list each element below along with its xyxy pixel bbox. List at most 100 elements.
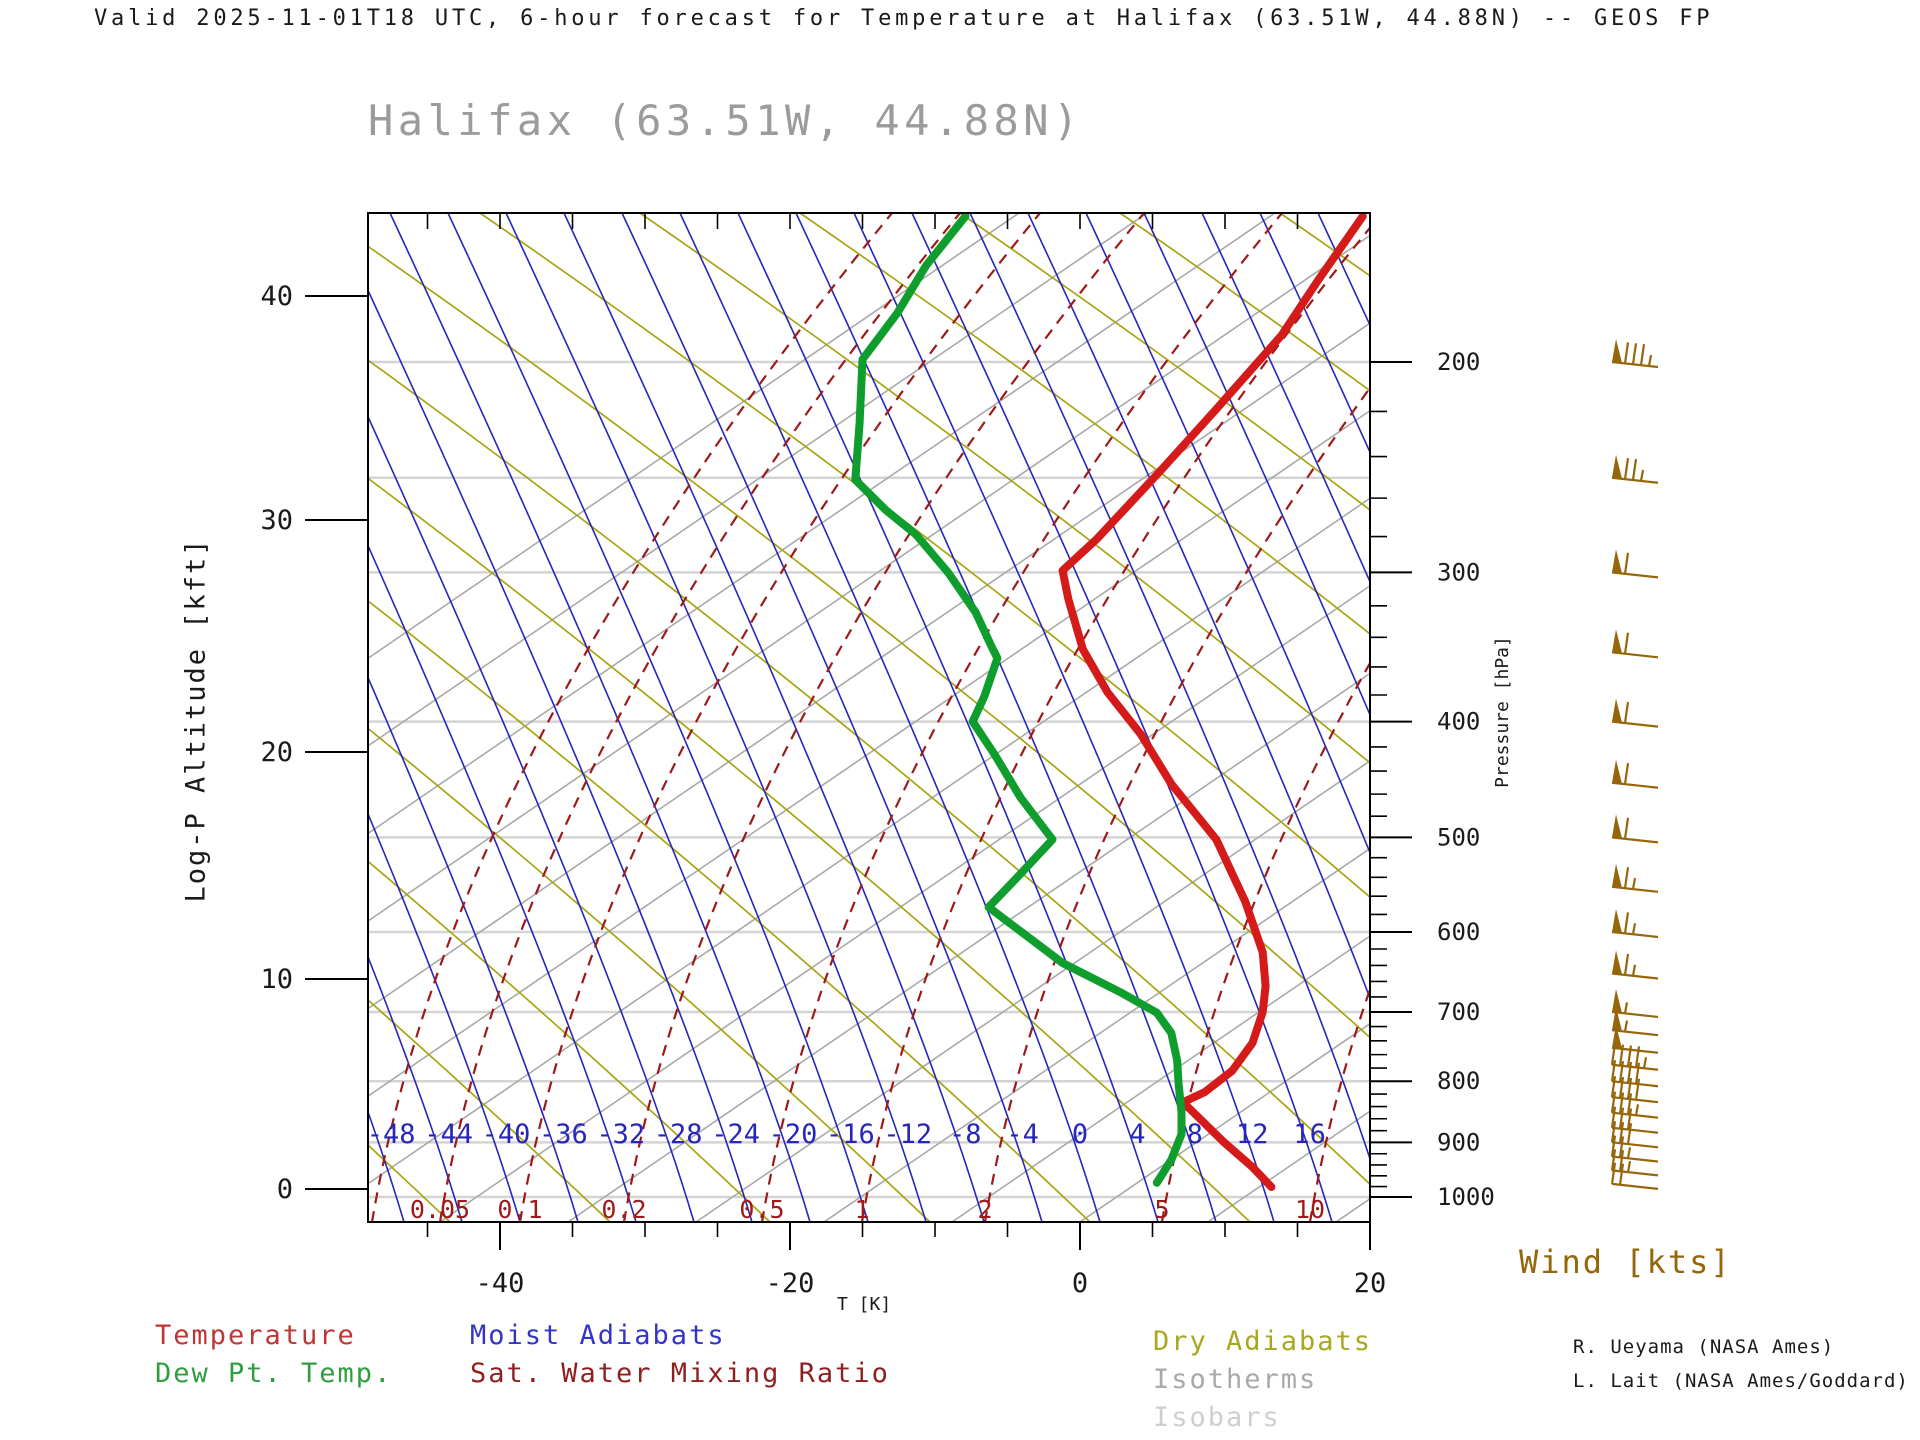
moist-adiabat-label: 4 <box>1129 1119 1145 1150</box>
dry-adiabat-line <box>368 245 1370 1039</box>
kft-tick-label: 10 <box>260 964 293 995</box>
wind-barb-full <box>1610 1076 1617 1098</box>
dry-adiabat-line <box>1600 213 1920 1222</box>
pressure-tick-label: 500 <box>1437 823 1480 851</box>
kft-tick-label: 40 <box>260 281 293 312</box>
mixing-ratio-label: 0.2 <box>601 1195 646 1224</box>
moist-adiabat-label: -36 <box>539 1119 588 1150</box>
pressure-tick-label: 800 <box>1437 1067 1480 1095</box>
wind-barb-pennant <box>1612 908 1622 933</box>
wind-barb <box>1611 549 1659 579</box>
wind-barb-full <box>1618 1076 1625 1099</box>
wind-barb-half <box>1623 1002 1629 1014</box>
wind-barb <box>1610 1076 1659 1104</box>
moist-adiabat-label: -8 <box>949 1119 982 1150</box>
wind-barb-staff <box>1611 1096 1659 1104</box>
wind-barb <box>1611 1024 1659 1054</box>
wind-barb-full <box>1623 912 1630 934</box>
wind-barb-full <box>1618 1136 1625 1158</box>
mixing-ratio-line <box>622 213 1145 1222</box>
wind-barb <box>1610 1162 1659 1190</box>
moist-adiabat-line <box>911 213 1333 1222</box>
wind-barb-full <box>1626 1061 1633 1084</box>
wind-barb <box>1611 698 1659 728</box>
wind-barb-full <box>1618 1107 1625 1129</box>
wind-barb-pennant <box>1612 549 1622 574</box>
wind-barb-half <box>1631 877 1637 890</box>
isotherm-line <box>695 759 1370 1222</box>
dry-adiabat-line <box>479 213 1370 899</box>
wind-barb-staff <box>1611 930 1659 939</box>
wind-barb-full <box>1610 1121 1617 1143</box>
moist-adiabat-line <box>389 213 811 1222</box>
moist-adiabat-line <box>1201 213 1370 584</box>
isotherm-line <box>567 672 1370 1222</box>
moist-adiabat-label: -4 <box>1006 1119 1039 1150</box>
wind-barb-pennant <box>1612 698 1622 723</box>
wind-barb <box>1611 950 1659 980</box>
pressure-tick-label: 600 <box>1437 918 1480 946</box>
moist-adiabat-line <box>853 213 1275 1222</box>
wind-barb-full <box>1623 867 1630 889</box>
x-tick-label: -20 <box>766 1268 815 1299</box>
moist-adiabat-line <box>1085 213 1370 855</box>
wind-barb-full <box>1618 1150 1625 1172</box>
chart-title: Halifax (63.51W, 44.88N) <box>368 96 1083 145</box>
wind-barb <box>1610 1135 1659 1163</box>
moist-adiabat-line <box>563 213 985 1222</box>
moist-adiabat-line <box>368 1109 405 1222</box>
moist-adiabat-line <box>368 543 637 1222</box>
wind-barb-pennant <box>1612 454 1622 479</box>
wind-barb-staff <box>1611 885 1659 893</box>
wind-barb <box>1610 1060 1659 1088</box>
moist-adiabat-line <box>505 213 927 1222</box>
wind-barb-staff <box>1611 1155 1659 1163</box>
wind-barb-staff <box>1611 836 1659 844</box>
wind-barb-staff <box>1611 1169 1659 1177</box>
wind-barb-pennant <box>1612 988 1622 1013</box>
wind-barb-full <box>1610 1149 1617 1171</box>
moist-adiabat-line <box>368 811 521 1222</box>
x-axis-title: T [K] <box>837 1294 892 1315</box>
wind-barb <box>1611 1007 1659 1037</box>
wind-barb-full <box>1618 1163 1625 1185</box>
moist-adiabat-label: -24 <box>711 1119 760 1150</box>
wind-barb-full <box>1626 1045 1633 1067</box>
wind-barb <box>1610 1106 1659 1134</box>
wind-barb-half <box>1626 1147 1632 1159</box>
wind-barb <box>1611 454 1659 484</box>
dry-adiabat-line <box>1119 213 1370 392</box>
wind-barb-half <box>1639 469 1645 482</box>
mixing-ratio-line <box>1160 660 1370 1222</box>
mixing-ratio-line <box>860 226 1370 1222</box>
wind-barb <box>1611 814 1659 844</box>
wind-barb-staff <box>1611 1063 1659 1071</box>
moist-adiabat-label: -44 <box>424 1119 473 1150</box>
wind-barb-full <box>1631 458 1638 481</box>
dewpoint-line <box>851 213 1186 1187</box>
isotherm-line <box>1079 1022 1370 1222</box>
wind-barb-half <box>1647 354 1653 367</box>
wind-barb-full <box>1634 1078 1641 1100</box>
moist-adiabat-label: -28 <box>654 1119 703 1150</box>
wind-barb-staff <box>1611 1010 1659 1019</box>
x-tick-label: 0 <box>1072 1268 1088 1299</box>
mixing-ratio-label: 5 <box>1154 1195 1169 1224</box>
pressure-tick-label: 900 <box>1437 1128 1480 1156</box>
moist-adiabat-label: -12 <box>883 1119 932 1150</box>
wind-barb-staff <box>1611 1182 1659 1190</box>
x-tick-label: -40 <box>476 1268 525 1299</box>
dry-adiabat-line <box>0 213 290 1222</box>
moist-adiabat-line <box>1027 213 1370 1001</box>
plot-area: -48 -44 -40 -36 -32 -28 -24 -20 -16 -12 -8 -4 0 4 8 12 1… <box>0 213 1920 1224</box>
mixing-ratio-label: 0.1 <box>497 1195 542 1224</box>
mixing-ratio-line <box>438 213 961 1222</box>
wind-barb-full <box>1634 1046 1641 1068</box>
mixing-ratio-line <box>518 213 1041 1222</box>
wind-barb-pennant <box>1612 1007 1622 1032</box>
wind-barb-full <box>1618 1060 1625 1083</box>
moist-adiabat-label: -20 <box>769 1119 818 1150</box>
dry-adiabat-line <box>1279 213 1370 277</box>
